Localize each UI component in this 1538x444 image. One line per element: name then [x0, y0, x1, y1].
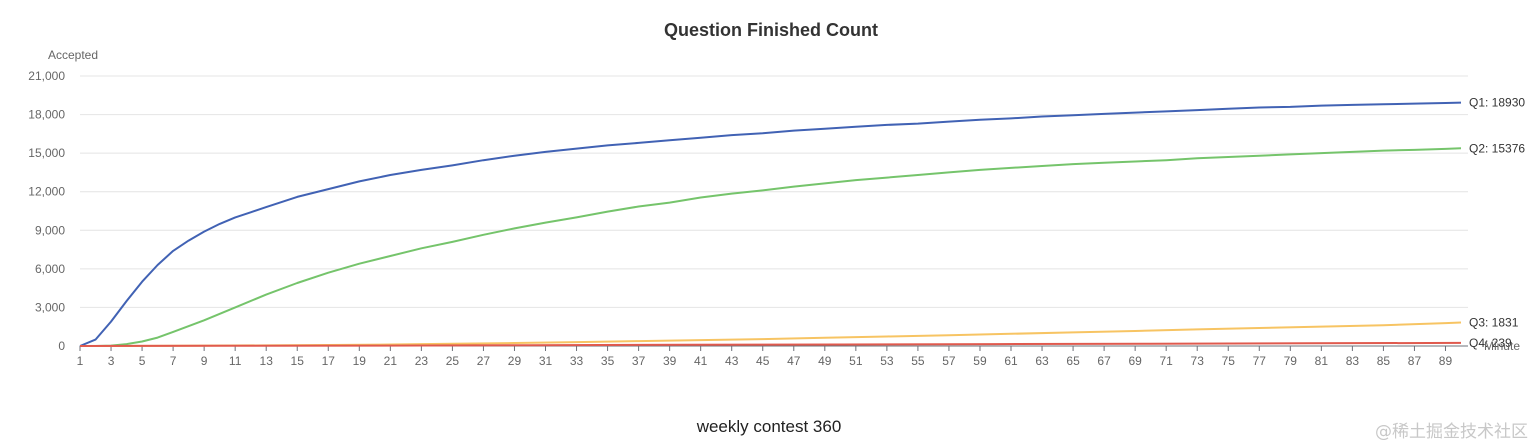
x-tick-label: 13 [260, 354, 274, 368]
x-tick-label: 53 [880, 354, 894, 368]
x-tick-label: 79 [1284, 354, 1298, 368]
x-tick-label: 59 [973, 354, 987, 368]
y-tick-label: 6,000 [35, 262, 65, 276]
x-tick-label: 89 [1439, 354, 1453, 368]
x-tick-label: 17 [322, 354, 336, 368]
y-tick-label: 3,000 [35, 300, 65, 314]
x-tick-label: 41 [694, 354, 708, 368]
grid-lines [80, 75, 1468, 308]
end-label-q1: Q1: 18930 [1469, 96, 1525, 110]
x-tick-label: 27 [477, 354, 491, 368]
y-tick-label: 21,000 [28, 69, 65, 83]
x-tick-label: 47 [787, 354, 801, 368]
x-tick-label: 11 [229, 354, 242, 368]
y-tick-label: 15,000 [28, 146, 65, 160]
x-tick-label: 7 [170, 354, 177, 368]
series-lines [79, 101, 1462, 347]
series-line-q1 [79, 101, 1462, 347]
x-tick-label: 61 [1004, 354, 1018, 368]
end-label-q4: Q4: 239 [1469, 336, 1512, 350]
x-tick-label: 1 [77, 354, 84, 368]
x-tick-label: 67 [1097, 354, 1111, 368]
watermark: @稀土掘金技术社区 [1375, 422, 1528, 442]
series-line-q4 [79, 341, 1462, 347]
x-tick-label: 23 [415, 354, 429, 368]
end-label-q2: Q2: 15376 [1469, 141, 1525, 155]
chart-caption: weekly contest 360 [696, 417, 842, 436]
x-tick-label: 77 [1253, 354, 1267, 368]
x-tick-label: 37 [632, 354, 646, 368]
x-tick-label: 63 [1035, 354, 1049, 368]
y-tick-label: 0 [58, 339, 65, 353]
x-tick-label: 39 [663, 354, 677, 368]
y-axis-label: Accepted [48, 48, 98, 62]
x-tick-label: 43 [725, 354, 739, 368]
x-tick-label: 5 [139, 354, 146, 368]
x-tick-label: 45 [756, 354, 770, 368]
y-tick-label: 18,000 [28, 108, 65, 122]
end-label-q3: Q3: 1831 [1469, 315, 1519, 329]
x-tick-label: 83 [1346, 354, 1360, 368]
x-tick-label: 85 [1377, 354, 1391, 368]
x-tick-label: 57 [942, 354, 956, 368]
x-tick-label: 65 [1066, 354, 1080, 368]
series-end-labels: Q1: 18930 Q2: 15376 Q3: 1831 Q4: 239 [1469, 96, 1525, 350]
y-tick-labels: 0 3,000 6,000 9,000 12,000 15,000 18,000 21,000 [28, 69, 65, 353]
x-axis: 1 3 5 7 9 11 13 15 17 19 21 23 25 27 29 31 33 35 37 39 41 43 4… [77, 345, 1468, 368]
y-tick-label: 9,000 [35, 223, 65, 237]
x-tick-label: 3 [108, 354, 115, 368]
x-tick-label: 55 [911, 354, 925, 368]
x-tick-label: 35 [601, 354, 615, 368]
x-axis-label: Minute [1484, 339, 1520, 353]
x-tick-label: 15 [291, 354, 305, 368]
x-tick-label: 29 [508, 354, 522, 368]
x-tick-label: 71 [1160, 354, 1174, 368]
x-tick-label: 81 [1315, 354, 1329, 368]
x-tick-label: 21 [384, 354, 398, 368]
x-tick-label: 69 [1128, 354, 1142, 368]
x-tick-label: 75 [1222, 354, 1236, 368]
x-tick-label: 33 [570, 354, 584, 368]
x-tick-label: 9 [201, 354, 208, 368]
x-tick-label: 25 [446, 354, 460, 368]
x-tick-label: 49 [818, 354, 832, 368]
chart-title: Question Finished Count [664, 20, 878, 40]
y-tick-label: 12,000 [28, 185, 65, 199]
x-tick-label: 87 [1408, 354, 1422, 368]
x-tick-label: 19 [353, 354, 367, 368]
x-tick-label: 51 [849, 354, 863, 368]
x-tick-label: 73 [1191, 354, 1205, 368]
x-tick-label: 31 [539, 354, 553, 368]
series-line-q2 [80, 147, 1462, 347]
